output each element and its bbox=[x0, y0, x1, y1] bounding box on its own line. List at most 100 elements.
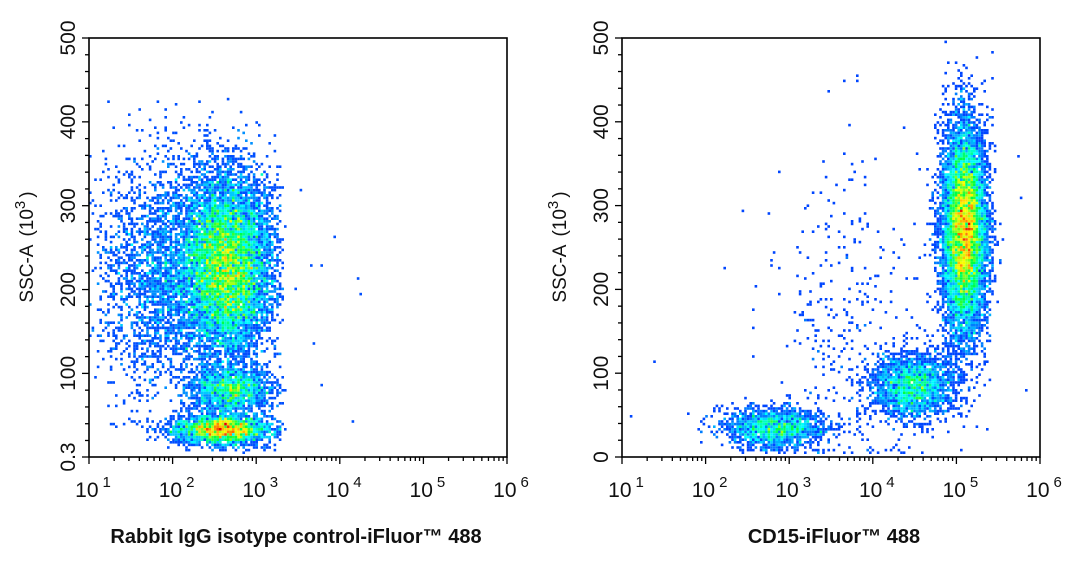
density-cell bbox=[187, 175, 191, 179]
density-cell bbox=[164, 238, 167, 241]
density-cell bbox=[148, 181, 152, 184]
density-cell bbox=[237, 292, 240, 296]
density-cell bbox=[117, 256, 121, 259]
density-cell bbox=[198, 347, 201, 350]
density-cell bbox=[239, 308, 243, 311]
density-cell bbox=[177, 194, 180, 197]
density-cell bbox=[229, 253, 232, 257]
density-cell bbox=[104, 290, 108, 293]
density-cell bbox=[226, 287, 230, 291]
density-cell bbox=[247, 311, 251, 314]
density-cell bbox=[219, 186, 222, 189]
density-cell bbox=[133, 253, 136, 257]
density-cell bbox=[219, 181, 222, 184]
density-cell bbox=[206, 412, 209, 415]
density-cell bbox=[143, 279, 147, 283]
density-cell bbox=[187, 420, 191, 423]
density-cell bbox=[260, 321, 264, 324]
density-cell bbox=[172, 217, 175, 220]
density-cell bbox=[185, 433, 188, 436]
density-cell bbox=[239, 240, 243, 244]
density-cell bbox=[260, 235, 264, 239]
density-cell bbox=[203, 188, 206, 192]
density-cell bbox=[221, 157, 225, 161]
density-cell bbox=[206, 129, 209, 132]
density-cell bbox=[187, 256, 191, 259]
density-cell bbox=[229, 344, 232, 348]
density-cell bbox=[258, 422, 261, 426]
density-cell bbox=[193, 305, 196, 309]
density-cell bbox=[206, 212, 209, 215]
density-cell bbox=[247, 212, 251, 215]
density-cell bbox=[185, 337, 188, 340]
density-cell bbox=[206, 160, 209, 163]
density-cell bbox=[120, 217, 123, 220]
density-cell bbox=[226, 404, 230, 408]
density-cell bbox=[190, 220, 193, 223]
density-cell bbox=[224, 404, 227, 408]
density-cell bbox=[213, 378, 217, 382]
density-cell bbox=[260, 259, 264, 262]
density-cell bbox=[213, 318, 217, 322]
density-cell bbox=[151, 196, 154, 200]
density-cell bbox=[200, 277, 204, 280]
density-cell bbox=[211, 396, 214, 400]
density-cell bbox=[164, 435, 167, 439]
density-cell bbox=[221, 220, 225, 223]
density-cell bbox=[182, 126, 186, 129]
density-cell bbox=[128, 352, 131, 356]
density-cell bbox=[193, 274, 196, 278]
density-cell bbox=[216, 422, 219, 426]
density-cell bbox=[182, 290, 186, 293]
density-cell bbox=[216, 311, 219, 314]
density-cell bbox=[255, 233, 258, 236]
density-cell bbox=[216, 318, 219, 322]
density-cell bbox=[182, 347, 186, 350]
density-cell bbox=[154, 334, 157, 337]
density-cell bbox=[120, 308, 123, 311]
density-cell bbox=[247, 404, 251, 408]
density-cell bbox=[167, 313, 170, 317]
density-cell bbox=[133, 225, 136, 228]
density-cell bbox=[195, 248, 199, 252]
density-cell bbox=[99, 318, 102, 322]
density-cell bbox=[185, 357, 188, 361]
density-cell bbox=[232, 303, 235, 306]
density-cell bbox=[117, 313, 121, 317]
density-cell bbox=[193, 225, 196, 228]
density-cell bbox=[135, 391, 139, 395]
density-cell bbox=[221, 225, 225, 228]
density-cell bbox=[250, 433, 253, 436]
density-cell bbox=[203, 186, 206, 189]
density-cell bbox=[182, 225, 186, 228]
density-cell bbox=[252, 337, 256, 340]
density-cell bbox=[177, 324, 180, 327]
density-cell bbox=[193, 175, 196, 179]
density-cell bbox=[193, 303, 196, 306]
density-cell bbox=[177, 256, 180, 259]
density-cell bbox=[180, 173, 183, 176]
density-cell bbox=[195, 233, 199, 236]
density-cell bbox=[148, 316, 152, 319]
density-cell bbox=[247, 217, 251, 220]
density-cell bbox=[216, 155, 219, 158]
density-cell bbox=[156, 324, 160, 327]
density-cell bbox=[265, 443, 269, 447]
density-cell bbox=[208, 425, 212, 428]
density-cell bbox=[239, 347, 243, 350]
density-cell bbox=[237, 194, 240, 197]
density-cell bbox=[229, 204, 232, 207]
density-cell bbox=[120, 363, 123, 366]
density-cell bbox=[208, 201, 212, 205]
density-cell bbox=[167, 300, 170, 304]
density-cell bbox=[208, 225, 212, 228]
density-cell bbox=[242, 360, 245, 363]
density-cell bbox=[174, 131, 178, 135]
density-cell bbox=[115, 282, 118, 285]
density-cell bbox=[195, 272, 199, 275]
density-cell bbox=[177, 251, 180, 254]
density-cell bbox=[172, 295, 175, 298]
density-cell bbox=[185, 194, 188, 197]
density-cell bbox=[226, 370, 230, 374]
density-cell bbox=[190, 355, 193, 358]
